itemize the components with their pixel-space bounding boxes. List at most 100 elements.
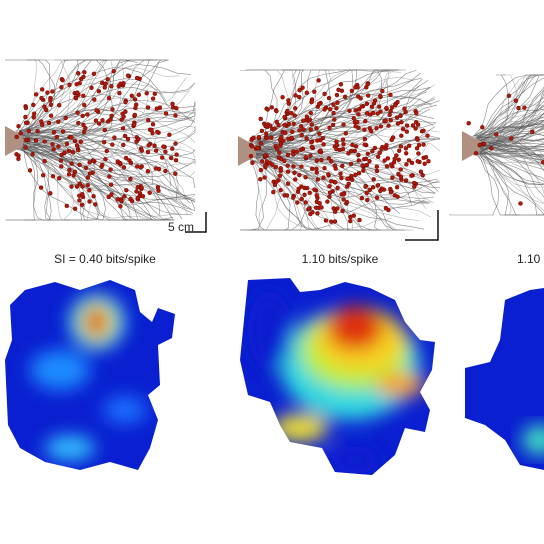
spike-dot [81,74,86,80]
spike-dot [74,143,80,148]
spike-dot [372,145,378,151]
spike-dot [301,118,306,123]
spike-dot [58,158,64,163]
spike-dot [394,184,400,190]
scale-bar-line [405,210,439,241]
spike-dot [307,190,312,196]
trajectory [475,149,544,195]
trajectory [17,67,167,132]
spike-dot [278,187,283,193]
spike-dot [365,197,370,203]
spike-dot [38,185,44,190]
spike-dot [111,68,116,74]
trajectory [16,133,154,221]
spike-dot [297,87,302,93]
spike-dot [369,104,375,110]
spike-dot [30,152,35,157]
spike-dot [119,117,124,122]
spike-dot [291,121,296,126]
spike-dot [277,173,283,179]
spike-dot [338,82,344,87]
trajectory [479,153,544,184]
spike-dot [70,150,76,155]
spike-dot [119,198,124,204]
spike-dot [371,177,376,182]
scale-bar-line [185,212,207,233]
spike-dot [285,169,291,174]
spike-dot [375,182,381,188]
spike-dot [398,174,404,180]
trajectory [22,139,179,196]
spike-dot [108,182,114,187]
spike-dot [23,114,28,120]
spike-dot [306,206,312,212]
spike-dot [378,124,383,129]
spike-dot [319,157,324,163]
trajectory [473,77,544,137]
trajectory [473,144,544,148]
spike-dot [310,166,315,171]
spike-dot [308,127,313,132]
spike-dot [371,101,377,106]
spike-dot [23,105,29,111]
spike-dot [109,83,114,89]
spike-dot [250,160,255,166]
spike-dot [118,81,123,86]
spike-dot [42,158,47,164]
spike-dot [269,135,274,141]
spike-dot [334,146,339,152]
spike-dot [134,75,140,81]
spike-dot [35,128,40,134]
spike-dot [348,218,353,224]
spike-dot [100,162,105,168]
trajectory [479,129,544,154]
spike-dot [379,146,384,152]
spike-dot [314,125,319,131]
spike-dot [59,164,64,169]
spike-dot [326,172,331,177]
spike-dot [115,197,120,202]
spike-dot [327,184,332,189]
spike-dot [153,166,159,171]
spike-dot [16,156,21,162]
spike-dot [46,120,52,126]
trajectory [473,137,544,170]
spike-dot [332,219,338,224]
spike-dot [14,134,19,140]
spike-dot [133,102,139,107]
spike-dot [124,187,129,193]
spike-dot [364,101,370,107]
spike-dot [309,144,315,150]
spike-dot [370,148,375,154]
trajectory [252,69,305,152]
spike-dot [333,179,338,185]
spike-dot [66,172,72,177]
spike-dot [403,109,408,115]
spike-dot [265,107,270,112]
spike-dot [367,112,373,117]
spike-dot [399,119,404,125]
spike-dot [102,85,108,90]
spike-dot [92,97,97,102]
spike-dot [388,108,393,114]
spike-dot [265,122,271,127]
trajectory [478,142,544,147]
trajectory [24,149,196,206]
spike-dot [248,153,254,159]
trajectory [478,108,544,148]
spike-dot [296,186,301,192]
spike-dot [303,155,308,160]
spike-dot [309,99,314,105]
spike-dot [335,100,340,105]
spike-dot [356,170,362,176]
spike-dot [72,206,78,211]
trajectory [474,145,544,150]
spike-dot [322,91,327,97]
trajectory [475,136,544,158]
spike-dot [110,107,115,112]
spike-dot [285,152,291,158]
spike-dot [385,156,390,161]
spike-dot [129,93,135,99]
spike-dot [91,194,96,199]
